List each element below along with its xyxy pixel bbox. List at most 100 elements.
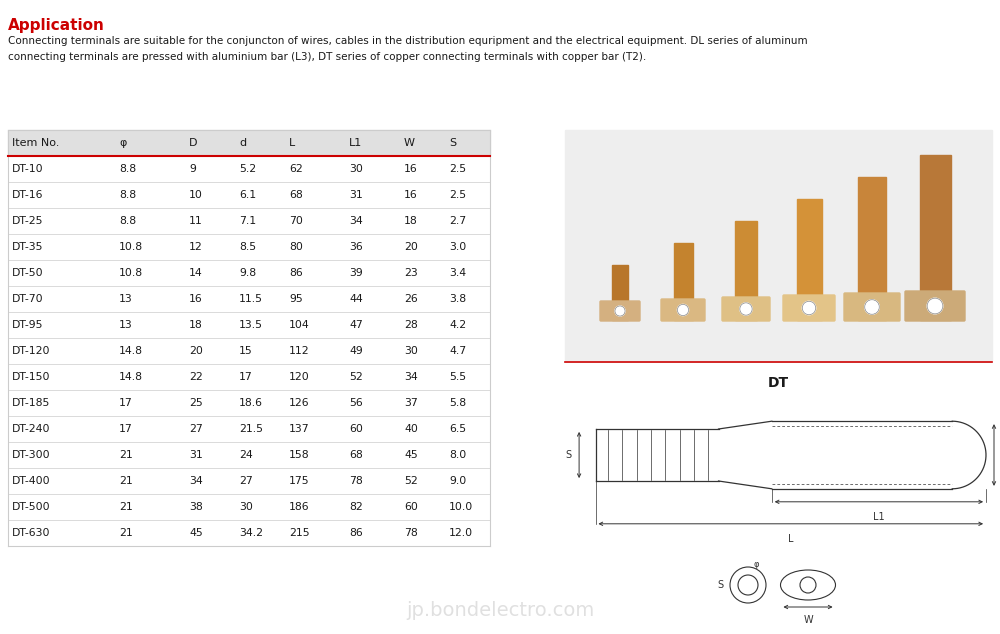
Text: 68: 68	[349, 450, 363, 460]
Text: 4.7: 4.7	[449, 346, 466, 356]
Text: 13.5: 13.5	[239, 320, 263, 330]
Text: 9.8: 9.8	[239, 268, 256, 278]
Circle shape	[677, 304, 689, 316]
Text: 28: 28	[404, 320, 418, 330]
Text: 13: 13	[119, 320, 133, 330]
Text: L: L	[788, 534, 794, 544]
Bar	[920, 155, 950, 320]
Text: 18: 18	[189, 320, 203, 330]
Text: 27: 27	[189, 424, 203, 434]
Text: 80: 80	[289, 242, 303, 252]
Text: 21: 21	[119, 450, 133, 460]
Text: 215: 215	[289, 528, 310, 538]
Circle shape	[927, 298, 943, 314]
Text: 21.5: 21.5	[239, 424, 263, 434]
Text: 78: 78	[349, 476, 363, 486]
Bar	[8, 338, 490, 364]
Text: Item No.: Item No.	[12, 138, 59, 148]
Text: 62: 62	[289, 164, 303, 174]
Text: DT-300: DT-300	[12, 450, 51, 460]
Text: 78: 78	[404, 528, 418, 538]
Text: 8.0: 8.0	[449, 450, 466, 460]
Text: 17: 17	[119, 424, 133, 434]
Text: 11: 11	[189, 216, 203, 226]
Bar	[8, 364, 490, 390]
Bar	[8, 494, 490, 520]
Text: D: D	[189, 138, 198, 148]
Text: 2.5: 2.5	[449, 164, 466, 174]
Text: 10.8: 10.8	[119, 242, 143, 252]
Text: 14: 14	[189, 268, 203, 278]
Text: 10.0: 10.0	[449, 502, 473, 512]
Text: 137: 137	[289, 424, 310, 434]
Text: 86: 86	[289, 268, 303, 278]
Text: DT: DT	[768, 376, 789, 390]
Text: 17: 17	[239, 372, 253, 382]
FancyBboxPatch shape	[722, 297, 770, 321]
Text: 175: 175	[289, 476, 310, 486]
Bar	[612, 265, 628, 320]
Text: 30: 30	[349, 164, 363, 174]
Text: 95: 95	[289, 294, 303, 304]
Text: 8.5: 8.5	[239, 242, 256, 252]
Text: 112: 112	[289, 346, 310, 356]
Text: 18: 18	[404, 216, 418, 226]
Bar	[735, 221, 757, 320]
Bar	[8, 234, 490, 260]
Text: 82: 82	[349, 502, 363, 512]
Text: φ: φ	[754, 560, 760, 569]
Circle shape	[740, 303, 752, 315]
Text: 120: 120	[289, 372, 310, 382]
FancyBboxPatch shape	[905, 291, 965, 321]
Text: 2.7: 2.7	[449, 216, 466, 226]
Text: 17: 17	[119, 398, 133, 408]
Circle shape	[802, 301, 816, 314]
FancyBboxPatch shape	[661, 299, 705, 321]
Text: DT-150: DT-150	[12, 372, 50, 382]
Text: DT-10: DT-10	[12, 164, 44, 174]
Text: 52: 52	[349, 372, 363, 382]
Bar	[8, 520, 490, 546]
Text: 60: 60	[349, 424, 363, 434]
Bar	[674, 243, 692, 320]
Text: 45: 45	[189, 528, 203, 538]
Text: 60: 60	[404, 502, 418, 512]
Bar	[8, 130, 490, 156]
Text: DT-400: DT-400	[12, 476, 51, 486]
Text: DT-35: DT-35	[12, 242, 44, 252]
Bar	[8, 468, 490, 494]
Text: 8.8: 8.8	[119, 190, 136, 200]
Text: 31: 31	[189, 450, 203, 460]
FancyBboxPatch shape	[783, 295, 835, 321]
Text: DT-25: DT-25	[12, 216, 44, 226]
Text: 68: 68	[289, 190, 303, 200]
Bar	[858, 177, 886, 320]
Text: 16: 16	[189, 294, 203, 304]
Text: 70: 70	[289, 216, 303, 226]
Text: 22: 22	[189, 372, 203, 382]
Text: 9: 9	[189, 164, 196, 174]
Text: DT-240: DT-240	[12, 424, 50, 434]
Text: 30: 30	[404, 346, 418, 356]
Text: S: S	[449, 138, 456, 148]
Text: 18.6: 18.6	[239, 398, 263, 408]
Bar	[565, 130, 992, 360]
Text: 5.5: 5.5	[449, 372, 466, 382]
Text: 6.5: 6.5	[449, 424, 466, 434]
Text: 14.8: 14.8	[119, 372, 143, 382]
Bar	[8, 442, 490, 468]
Text: connecting terminals are pressed with aluminium bar (L3), DT series of copper co: connecting terminals are pressed with al…	[8, 52, 646, 62]
FancyBboxPatch shape	[600, 301, 640, 321]
Bar	[8, 208, 490, 234]
Text: W: W	[803, 615, 813, 625]
Text: 3.8: 3.8	[449, 294, 466, 304]
Text: 34.2: 34.2	[239, 528, 263, 538]
Text: DT-70: DT-70	[12, 294, 44, 304]
Bar	[8, 312, 490, 338]
Text: 11.5: 11.5	[239, 294, 263, 304]
Text: 25: 25	[189, 398, 203, 408]
Text: 104: 104	[289, 320, 310, 330]
Text: 56: 56	[349, 398, 363, 408]
Text: Application: Application	[8, 18, 105, 33]
Text: DT-630: DT-630	[12, 528, 50, 538]
